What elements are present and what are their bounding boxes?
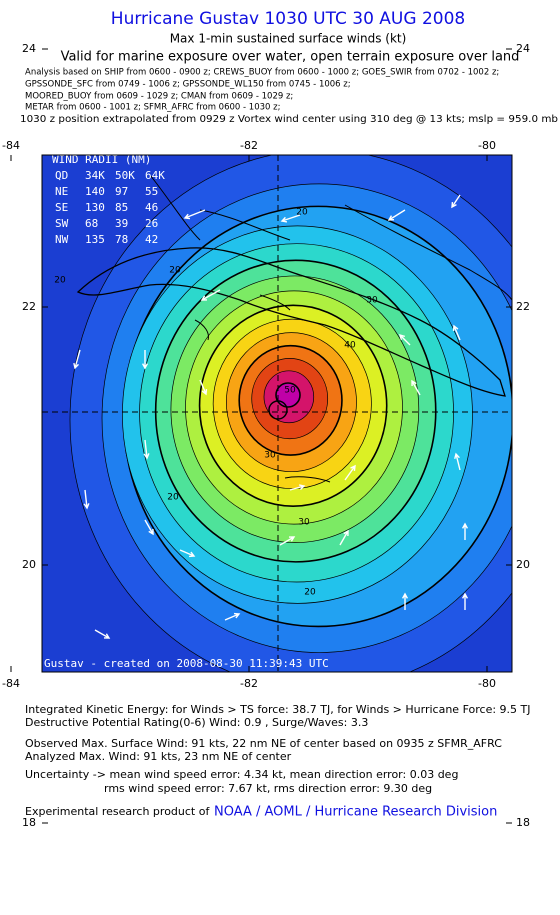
footer-line: Uncertainty -> mean wind speed error: 4.… <box>25 768 458 781</box>
lat-tick-label: 18 <box>516 816 530 829</box>
wind-arrow <box>454 452 461 471</box>
wind-arrow <box>141 350 149 370</box>
contour-labels: 20 30 40 50 30 20 30 20 20 20 <box>54 208 378 598</box>
radii-cell: 42 <box>145 233 158 246</box>
wind-arrow <box>83 489 90 510</box>
product-prefix: Experimental research product of <box>25 805 210 818</box>
product-link[interactable]: NOAA / AOML / Hurricane Research Divisio… <box>214 805 497 820</box>
radii-cell: 55 <box>145 185 158 198</box>
lon-tick-label: -84 <box>2 139 20 152</box>
position-line: 1030 z position extrapolated from 0929 z… <box>20 114 558 125</box>
radii-cell: 97 <box>115 185 128 198</box>
contour-label: 20 <box>304 588 316 598</box>
lon-tick-label: -82 <box>240 677 258 690</box>
radii-cell: 26 <box>145 217 158 230</box>
contour-label: 20 <box>169 266 181 276</box>
wind-arrow <box>183 209 206 220</box>
radii-cell: 68 <box>85 217 98 230</box>
analysis-line: METAR from 0600 - 1001 z; SFMR_AFRC from… <box>25 103 280 113</box>
map-frame <box>41 154 513 673</box>
lon-tick-label: -80 <box>478 139 496 152</box>
validity: Valid for marine exposure over water, op… <box>61 50 520 65</box>
wind-arrow <box>289 484 306 491</box>
subtitle: Max 1-min sustained surface winds (kt) <box>170 32 407 46</box>
wind-arrow <box>411 379 421 396</box>
lat-tick-label: 20 <box>22 558 36 571</box>
footer-line: Destructive Potential Rating(0-6) Wind: … <box>25 716 368 729</box>
contour-label: 30 <box>366 296 378 306</box>
wind-arrow <box>200 289 221 301</box>
wind-arrow <box>387 209 406 221</box>
analysis-line: MOORED_BUOY from 0609 - 1029 z; CMAN fro… <box>25 92 293 102</box>
lon-tick-label: -84 <box>2 677 20 690</box>
radii-cell: 78 <box>115 233 128 246</box>
wind-arrow <box>344 464 356 481</box>
lat-tick-label: 22 <box>22 300 36 313</box>
radii-header: QD <box>55 169 68 182</box>
wind-arrow <box>398 333 411 346</box>
analysis-line: Analysis based on SHIP from 0600 - 0900 … <box>25 68 499 78</box>
radii-cell: SW <box>55 217 69 230</box>
radii-cell: NW <box>55 233 69 246</box>
radii-cell: NE <box>55 185 68 198</box>
footer-line: Observed Max. Surface Wind: 91 kts, 22 n… <box>25 737 502 750</box>
credit: Gustav - created on 2008-08-30 11:39:43 … <box>44 657 329 670</box>
lat-tick-label: 20 <box>516 558 530 571</box>
wind-arrow <box>179 549 196 558</box>
title: Hurricane Gustav 1030 UTC 30 AUG 2008 <box>111 9 465 29</box>
lat-tick-label: 24 <box>22 42 36 55</box>
radii-cell: 46 <box>145 201 158 214</box>
radii-cell: 39 <box>115 217 128 230</box>
wind-arrow <box>461 522 469 540</box>
radii-title: WIND RADII (NM) <box>52 153 151 166</box>
footer-line: rms wind speed error: 7.67 kt, rms direc… <box>104 782 432 795</box>
wind-arrow <box>144 519 154 536</box>
wind-arrow <box>280 214 301 223</box>
wind-arrow <box>94 629 111 639</box>
contour-label: 40 <box>344 341 356 351</box>
lon-tick-label: -80 <box>478 677 496 690</box>
footer-line: Analyzed Max. Wind: 91 kts, 23 nm NE of … <box>25 750 292 763</box>
wind-contour <box>275 382 301 408</box>
wind-arrow <box>451 194 461 209</box>
wind-radii-table: WIND RADII (NM) QD 34K 50K 64K NE 140 97 55 SE 130… <box>52 153 165 246</box>
analysis-line: GPSSONDE_SFC from 0749 - 1006 z; GPSSOND… <box>25 80 351 90</box>
radii-cell: 130 <box>85 201 105 214</box>
wind-arrow <box>143 439 150 460</box>
contour-label: 30 <box>264 451 276 461</box>
lat-tick-label: 18 <box>22 816 36 829</box>
lat-tick-label: 22 <box>516 300 530 313</box>
wind-arrow <box>73 349 81 370</box>
wind-arrows <box>73 194 469 639</box>
contour-label: 20 <box>296 208 308 218</box>
radii-cell: 135 <box>85 233 105 246</box>
radii-cell: SE <box>55 201 68 214</box>
radii-cell: 140 <box>85 185 105 198</box>
radii-cell: 85 <box>115 201 128 214</box>
wind-arrow <box>224 612 241 621</box>
contour-label: 30 <box>298 518 310 528</box>
coastline <box>149 174 512 483</box>
footer-line: Integrated Kinetic Energy: for Winds > T… <box>25 703 531 716</box>
wind-arrow <box>452 324 461 341</box>
radii-header: 64K <box>145 169 165 182</box>
wind-arrow <box>199 379 208 396</box>
wind-arrow <box>339 529 349 546</box>
wind-map: 20 30 40 50 30 20 30 20 20 20 WIND RADII (NM) QD 34… <box>42 153 512 672</box>
contour-label: 20 <box>54 276 66 286</box>
radii-header: 34K <box>85 169 105 182</box>
wind-arrow <box>279 536 296 546</box>
contour-label: 50 <box>284 386 296 396</box>
cuba-coastline <box>76 247 506 397</box>
contour-label: 20 <box>167 493 179 503</box>
lat-tick-label: 24 <box>516 42 530 55</box>
wind-arrow <box>401 592 409 610</box>
axis-ticks: -84-84-82-82-80-80-78-782424222220201818 <box>2 42 530 829</box>
wind-contours <box>69 155 512 672</box>
radii-header: 50K <box>115 169 135 182</box>
lon-tick-label: -82 <box>240 139 258 152</box>
wind-arrow <box>461 592 469 610</box>
